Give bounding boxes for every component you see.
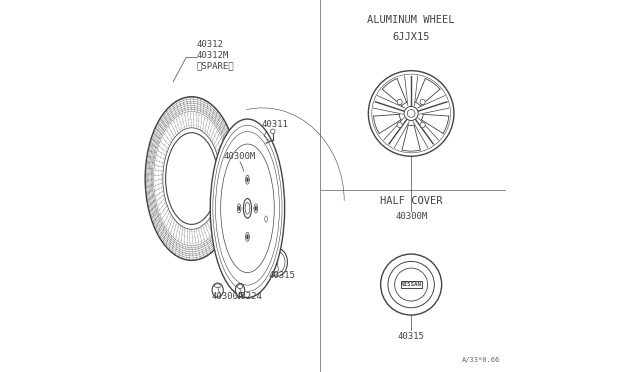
Text: 40224: 40224 <box>235 292 262 301</box>
Ellipse shape <box>255 206 257 211</box>
Circle shape <box>372 74 451 153</box>
Ellipse shape <box>246 232 250 241</box>
Circle shape <box>397 99 403 105</box>
Ellipse shape <box>211 119 285 298</box>
Text: 6JJX15: 6JJX15 <box>392 32 430 42</box>
Circle shape <box>420 122 425 128</box>
Ellipse shape <box>237 284 243 289</box>
Ellipse shape <box>246 177 248 182</box>
Text: 40315: 40315 <box>397 332 424 341</box>
Text: （SPARE）: （SPARE） <box>196 61 234 70</box>
Ellipse shape <box>237 204 241 213</box>
Ellipse shape <box>246 175 250 184</box>
Text: 40315: 40315 <box>269 271 296 280</box>
Circle shape <box>395 268 428 301</box>
Text: 40300M: 40300M <box>223 152 255 161</box>
Ellipse shape <box>246 235 248 239</box>
Ellipse shape <box>163 128 221 229</box>
Text: 40300M: 40300M <box>395 212 428 221</box>
Ellipse shape <box>236 283 244 297</box>
Text: 40300A: 40300A <box>211 292 244 301</box>
Ellipse shape <box>166 133 218 224</box>
Circle shape <box>407 110 415 117</box>
Ellipse shape <box>245 202 250 214</box>
Ellipse shape <box>238 206 240 211</box>
Circle shape <box>420 99 425 105</box>
Circle shape <box>388 262 435 308</box>
Text: A/33*0.66: A/33*0.66 <box>462 357 500 363</box>
Circle shape <box>369 71 454 156</box>
Circle shape <box>404 106 418 121</box>
Ellipse shape <box>265 216 268 222</box>
Circle shape <box>397 122 403 128</box>
Text: 40312: 40312 <box>196 40 223 49</box>
Ellipse shape <box>254 204 258 213</box>
Ellipse shape <box>212 283 223 297</box>
Ellipse shape <box>269 251 285 273</box>
Ellipse shape <box>267 248 287 276</box>
Text: NISSAN: NISSAN <box>401 282 422 287</box>
Text: ALUMINUM WHEEL: ALUMINUM WHEEL <box>367 16 455 25</box>
Bar <box>401 280 422 289</box>
Text: 40312M: 40312M <box>196 51 228 60</box>
Ellipse shape <box>243 199 252 218</box>
Circle shape <box>381 254 442 315</box>
Text: HALF COVER: HALF COVER <box>380 196 442 206</box>
Text: 40311: 40311 <box>261 121 288 129</box>
Ellipse shape <box>221 144 275 273</box>
Ellipse shape <box>214 284 221 288</box>
Circle shape <box>271 129 275 134</box>
